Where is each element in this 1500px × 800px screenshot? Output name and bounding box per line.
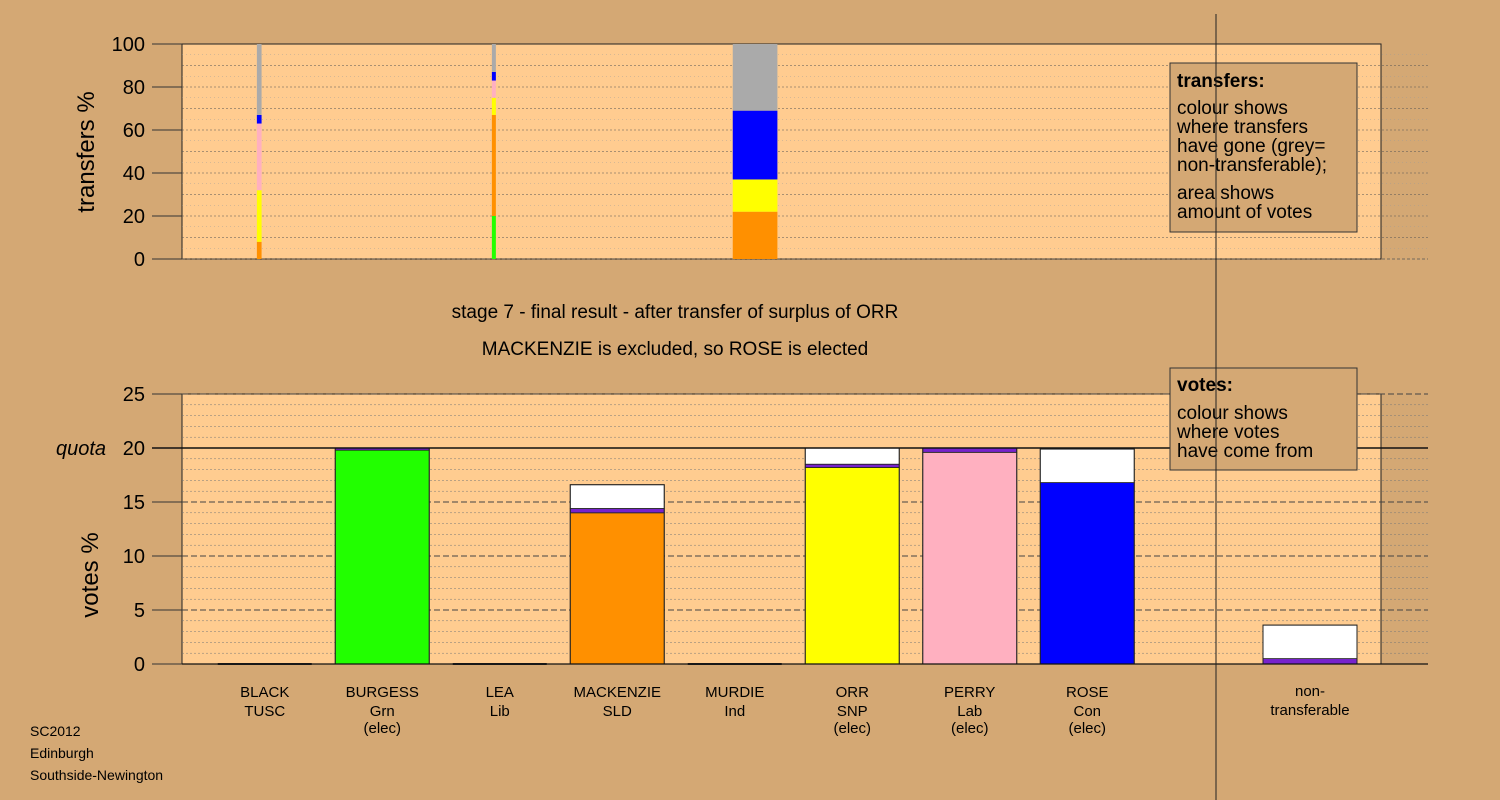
- transfers-y-tick-label: 40: [123, 163, 145, 185]
- votes-legend-title: votes:: [1177, 375, 1233, 396]
- transfer-segment: [491, 71, 496, 81]
- transfer-segment: [491, 80, 496, 98]
- votes-legend-box: [1169, 367, 1358, 471]
- vote-bar-segment: [1039, 482, 1135, 665]
- stage-title: stage 7 - final result - after transfer …: [452, 302, 899, 323]
- stage-result: MACKENZIE is excluded, so ROSE is electe…: [482, 339, 868, 360]
- transfer-segment: [491, 44, 496, 72]
- transfer-segment: [491, 216, 496, 259]
- transfer-segment: [256, 44, 262, 115]
- votes-legend-line: colour shows: [1177, 403, 1288, 424]
- votes-y-tick-label: 5: [134, 600, 145, 622]
- votes-y-tick-label: 25: [123, 384, 145, 406]
- transfers-legend-line: amount of votes: [1177, 202, 1312, 223]
- candidate-party: Ind: [724, 703, 745, 720]
- votes-y-tick-label: 20: [123, 438, 145, 460]
- votes-y-tick-label: 15: [123, 492, 145, 514]
- vote-bar-segment: [1039, 448, 1135, 483]
- candidate-name: ROSE: [1066, 684, 1109, 701]
- votes-y-tick-label: 0: [134, 654, 145, 676]
- candidate-party: Lab: [957, 703, 982, 720]
- transfer-segment: [256, 190, 262, 242]
- transfers-y-tick-label: 100: [112, 34, 145, 56]
- transfers-legend-title: transfers:: [1177, 71, 1265, 92]
- transfer-segment: [256, 123, 262, 191]
- candidate-status: (elec): [833, 720, 871, 737]
- transfer-segment: [732, 110, 778, 180]
- candidate-party: SNP: [837, 703, 868, 720]
- candidate-party: Grn: [370, 703, 395, 720]
- transfers-y-tick-label: 20: [123, 206, 145, 228]
- candidate-party: Con: [1073, 703, 1101, 720]
- transfer-segment: [732, 211, 778, 259]
- transfers-legend-line: area shows: [1177, 183, 1274, 204]
- vote-bar-segment: [1262, 624, 1358, 659]
- candidate-name: PERRY: [944, 684, 995, 701]
- transfers-legend-line: colour shows: [1177, 98, 1288, 119]
- candidate-party: SLD: [603, 703, 632, 720]
- footer: SC2012 Edinburgh Southside-Newington: [30, 720, 163, 786]
- footer-election: SC2012: [30, 723, 81, 739]
- nontransferable-label: transferable: [1270, 702, 1349, 719]
- votes-legend-line: have come from: [1177, 441, 1313, 462]
- transfers-y-tick-label: 60: [123, 120, 145, 142]
- candidate-status: (elec): [363, 720, 401, 737]
- transfer-segment: [256, 241, 262, 259]
- transfers-y-axis-label: transfers %: [73, 91, 100, 212]
- transfers-legend-line: non-transferable);: [1177, 155, 1327, 176]
- quota-label: quota: [56, 438, 106, 460]
- transfers-legend-line: where transfers: [1176, 117, 1308, 138]
- vote-bar-segment: [334, 449, 430, 665]
- votes-legend-line: where votes: [1176, 422, 1279, 443]
- candidate-party: TUSC: [244, 703, 285, 720]
- vote-bar-segment: [569, 508, 665, 514]
- vote-bar-segment: [569, 484, 665, 509]
- votes-y-axis-label: votes %: [77, 532, 104, 617]
- candidate-name: ORR: [836, 684, 870, 701]
- transfer-segment: [256, 114, 262, 124]
- transfer-segment: [732, 179, 778, 212]
- transfer-segment: [732, 44, 778, 111]
- transfer-segment: [491, 97, 496, 115]
- vote-bar-segment: [922, 451, 1018, 665]
- footer-ward: Southside-Newington: [30, 767, 164, 783]
- vote-bar-segment: [1262, 658, 1358, 665]
- vote-bar-segment: [569, 512, 665, 665]
- transfers-legend-box: [1169, 62, 1358, 233]
- candidate-name: MURDIE: [705, 684, 764, 701]
- vote-bar-segment: [804, 463, 900, 468]
- vote-bar-segment: [804, 467, 900, 665]
- transfers-y-tick-label: 0: [134, 249, 145, 271]
- nontransferable-label: non-: [1295, 683, 1325, 700]
- footer-council: Edinburgh: [30, 745, 94, 761]
- candidate-status: (elec): [1068, 720, 1106, 737]
- candidate-name: BLACK: [240, 684, 289, 701]
- votes-y-tick-label: 10: [123, 546, 145, 568]
- candidate-name: MACKENZIE: [573, 684, 661, 701]
- transfers-legend-line: have gone (grey=: [1177, 136, 1325, 157]
- candidate-party: Lib: [490, 703, 510, 720]
- candidate-name: LEA: [486, 684, 514, 701]
- vote-bar-segment: [804, 447, 900, 465]
- candidate-status: (elec): [951, 720, 989, 737]
- transfer-segment: [491, 114, 496, 216]
- candidate-name: BURGESS: [346, 684, 419, 701]
- transfers-y-tick-label: 80: [123, 77, 145, 99]
